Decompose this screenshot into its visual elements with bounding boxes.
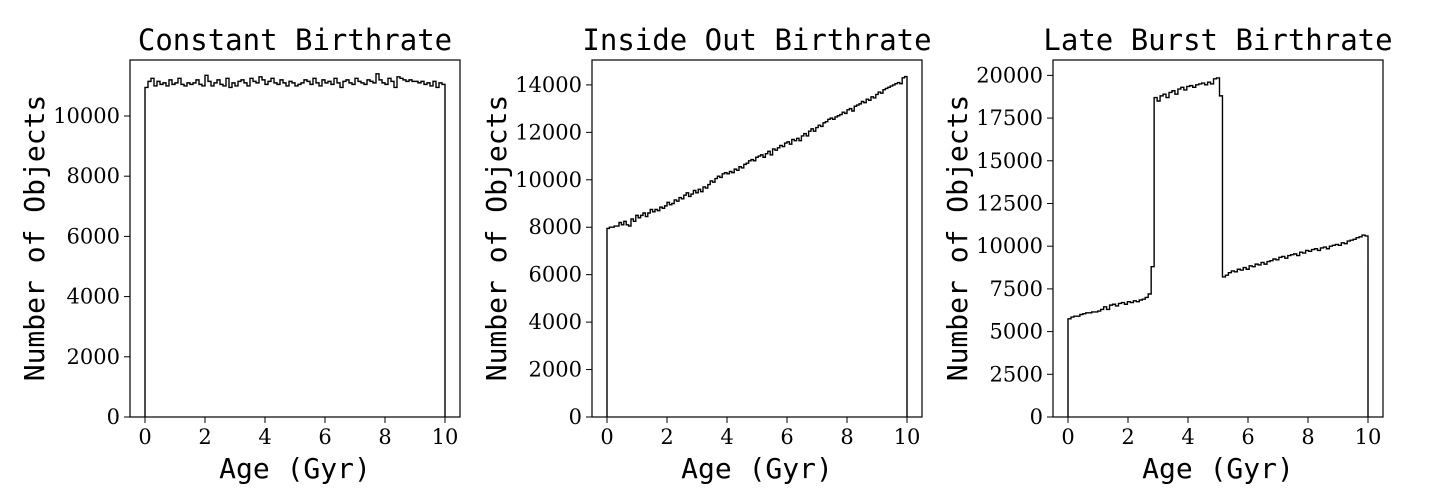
x-tick-label: 10 [432,425,459,449]
y-tick-label: 0 [1030,405,1043,429]
y-tick-label: 10000 [976,234,1043,258]
panel-inside-out-birthrate: Inside Out Birthrate Age (Gyr) Number of… [480,23,932,485]
y-tick-label: 8000 [529,215,582,239]
y-tick-label: 2000 [67,345,120,369]
panel-late-burst-birthrate: Late Burst Birthrate Age (Gyr) Number of… [941,23,1393,485]
y-tick-label: 6000 [529,263,582,287]
x-axis-label: Age (Gyr) [1142,452,1294,485]
x-tick-label: 4 [720,425,733,449]
axes-frame [1052,59,1384,418]
x-tick-label: 0 [600,425,613,449]
y-axis-label: Number of Objects [18,95,51,382]
histogram-step [144,73,446,417]
y-tick-label: 6000 [67,224,120,248]
y-tick-label: 14000 [515,73,582,97]
x-tick-label: 6 [318,425,331,449]
axes-frame [129,59,461,418]
x-tick-label: 8 [840,425,853,449]
y-tick-label: 2000 [529,358,582,382]
y-tick-label: 20000 [976,63,1043,87]
x-tick-label: 0 [1061,425,1074,449]
y-tick-label: 4000 [67,285,120,309]
tick-group: 0 2 4 6 8 10 0 2000 4000 6000 8000 10000 12000 14000 [515,73,920,449]
x-tick-label: 8 [1301,425,1314,449]
chart-title: Late Burst Birthrate [1043,23,1392,57]
x-tick-label: 2 [1121,425,1134,449]
y-tick-label: 15000 [976,149,1043,173]
y-axis-label: Number of Objects [941,95,974,382]
axes-frame [591,59,923,418]
y-tick-label: 0 [107,405,120,429]
panel-constant-birthrate: Constant Birthrate Age (Gyr) Number of O… [18,23,461,485]
histogram-step [606,75,908,417]
tick-group: 0 2 4 6 8 10 0 2000 4000 6000 8000 10000 [53,104,458,449]
x-tick-label: 0 [138,425,151,449]
y-axis-label: Number of Objects [480,95,513,382]
y-tick-label: 12500 [976,191,1043,215]
y-tick-label: 7500 [990,277,1043,301]
x-tick-label: 4 [258,425,271,449]
x-tick-label: 2 [198,425,211,449]
x-tick-label: 4 [1181,425,1194,449]
y-tick-label: 17500 [976,106,1043,130]
x-axis-label: Age (Gyr) [219,452,371,485]
x-tick-label: 6 [1241,425,1254,449]
x-tick-label: 8 [378,425,391,449]
chart-title: Inside Out Birthrate [582,23,931,57]
x-tick-label: 2 [660,425,673,449]
y-tick-label: 10000 [515,168,582,192]
y-tick-label: 4000 [529,310,582,334]
chart-title: Constant Birthrate [138,23,452,57]
x-axis-label: Age (Gyr) [681,452,833,485]
y-tick-label: 0 [569,405,582,429]
tick-group: 0 2 4 6 8 10 0 2500 5000 7500 10000 12500 15000 17500… [976,63,1381,449]
y-tick-label: 2500 [990,362,1043,386]
y-tick-label: 12000 [515,120,582,144]
x-tick-label: 10 [1355,425,1382,449]
x-tick-label: 10 [894,425,921,449]
y-tick-label: 10000 [53,104,120,128]
y-tick-label: 5000 [990,320,1043,344]
histogram-step [1067,77,1369,417]
x-tick-label: 6 [780,425,793,449]
y-tick-label: 8000 [67,164,120,188]
